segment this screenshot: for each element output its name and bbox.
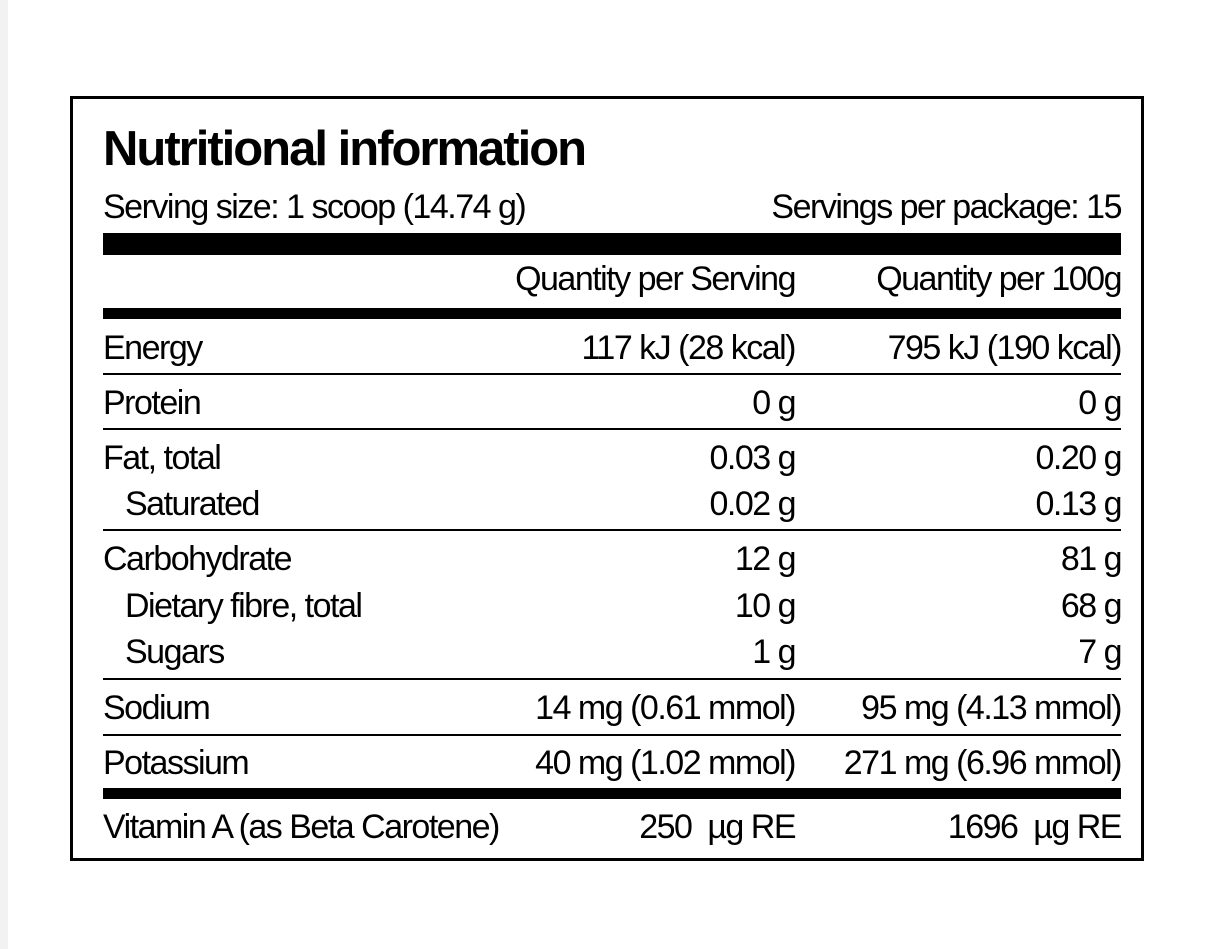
row-divider: [103, 529, 1121, 531]
row-divider: [103, 678, 1121, 680]
row-value-energy-serving: 117 kJ (28 kcal): [581, 329, 797, 367]
row-value-sugars-100g: 7 g: [1078, 633, 1122, 671]
panel-title: Nutritional information: [103, 122, 587, 176]
row-label-vitamin-a: Vitamin A (as Beta Carotene): [103, 808, 500, 846]
row-label-saturated: Saturated: [125, 485, 260, 523]
row-value-protein-100g: 0 g: [1078, 384, 1122, 422]
column-header-per-100g: Quantity per 100g: [876, 260, 1122, 298]
page-edge: [0, 0, 8, 949]
row-value-vitamin-a-serving: 250 µg RE: [639, 808, 796, 846]
row-label-fat-total: Fat, total: [103, 439, 222, 477]
column-header-per-serving: Quantity per Serving: [515, 260, 796, 298]
row-label-sugars: Sugars: [125, 633, 225, 671]
thick-divider: [103, 233, 1121, 255]
row-value-sodium-serving: 14 mg (0.61 mmol): [535, 689, 796, 727]
row-value-carbohydrate-serving: 12 g: [734, 540, 797, 578]
nutrition-panel: Nutritional information Serving size: 1 …: [70, 96, 1144, 861]
row-label-protein: Protein: [103, 384, 202, 422]
row-value-dietary-fibre-serving: 10 g: [734, 587, 797, 625]
row-label-dietary-fibre: Dietary fibre, total: [125, 587, 363, 625]
serving-info: Serving size: 1 scoop (14.74 g) Servings…: [103, 187, 1122, 227]
row-value-carbohydrate-100g: 81 g: [1060, 540, 1123, 578]
servings-per-package: Servings per package: 15: [771, 188, 1122, 226]
row-value-energy-100g: 795 kJ (190 kcal): [887, 329, 1123, 367]
row-value-potassium-100g: 271 mg (6.96 mmol): [843, 744, 1123, 782]
row-value-saturated-100g: 0.13 g: [1035, 485, 1122, 523]
row-value-fat-total-serving: 0.03 g: [709, 439, 796, 477]
row-value-vitamin-a-100g: 1696 µg RE: [947, 808, 1123, 846]
row-divider: [103, 428, 1121, 430]
header-divider: [103, 308, 1121, 319]
row-value-saturated-serving: 0.02 g: [709, 485, 796, 523]
row-label-energy: Energy: [103, 329, 203, 367]
vitamin-divider: [103, 788, 1121, 799]
row-value-fat-total-100g: 0.20 g: [1035, 439, 1122, 477]
row-value-dietary-fibre-100g: 68 g: [1060, 587, 1123, 625]
row-divider: [103, 373, 1121, 375]
row-value-potassium-serving: 40 mg (1.02 mmol): [535, 744, 796, 782]
row-label-carbohydrate: Carbohydrate: [103, 540, 293, 578]
serving-size: Serving size: 1 scoop (14.74 g): [103, 188, 527, 226]
row-label-sodium: Sodium: [103, 689, 211, 727]
row-value-protein-serving: 0 g: [752, 384, 796, 422]
row-value-sugars-serving: 1 g: [752, 633, 796, 671]
row-divider: [103, 734, 1121, 736]
row-value-sodium-100g: 95 mg (4.13 mmol): [861, 689, 1122, 727]
row-label-potassium: Potassium: [103, 744, 250, 782]
